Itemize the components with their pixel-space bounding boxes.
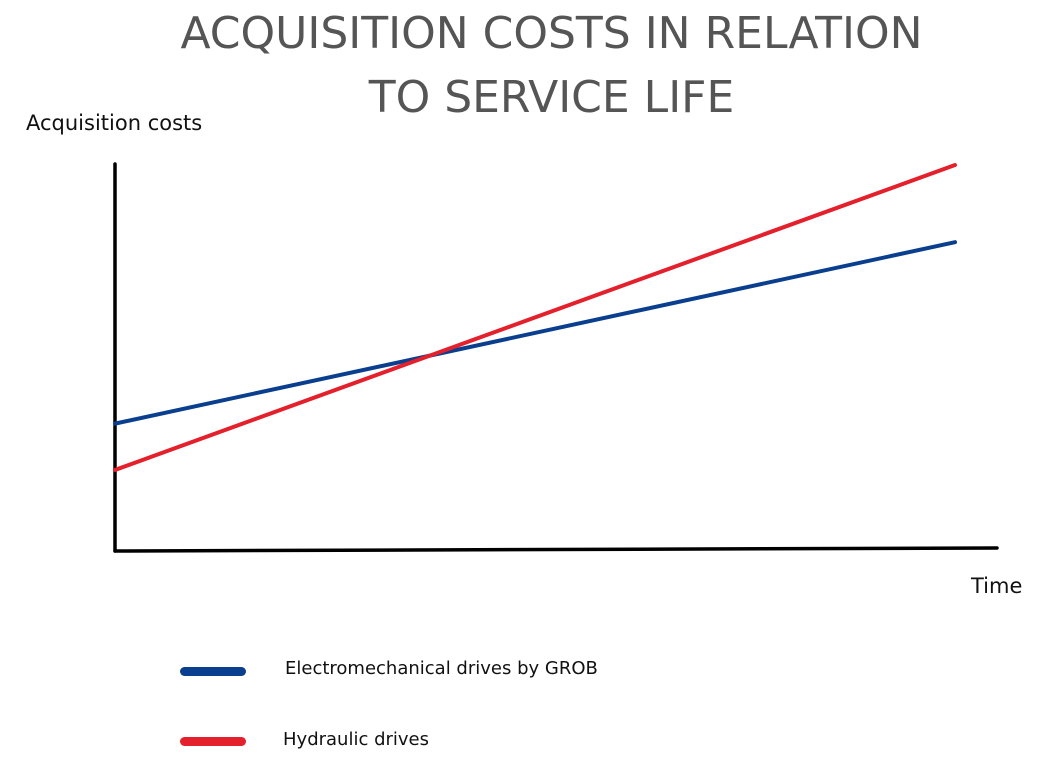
legend-label-hydraulic: Hydraulic drives	[283, 729, 430, 750]
x-axis-line	[113, 546, 999, 553]
series-line-electromechanical	[113, 240, 957, 426]
chart-title: ACQUISITION COSTS IN RELATION TO SERVICE…	[0, 2, 1045, 130]
chart-title-line-2: TO SERVICE LIFE	[368, 72, 735, 123]
legend-swatch-electromechanical	[180, 666, 246, 676]
series-line-hydraulic	[113, 163, 957, 472]
legend-label-electromechanical: Electromechanical drives by GROB	[285, 658, 598, 679]
legend-item-hydraulic	[180, 734, 246, 748]
x-axis-label: Time	[971, 574, 1023, 598]
y-axis-label: Acquisition costs	[26, 111, 203, 135]
legend-item-electromechanical	[180, 664, 246, 678]
legend-swatch-hydraulic	[180, 736, 246, 746]
chart-title-line-1: ACQUISITION COSTS IN RELATION	[180, 8, 923, 59]
